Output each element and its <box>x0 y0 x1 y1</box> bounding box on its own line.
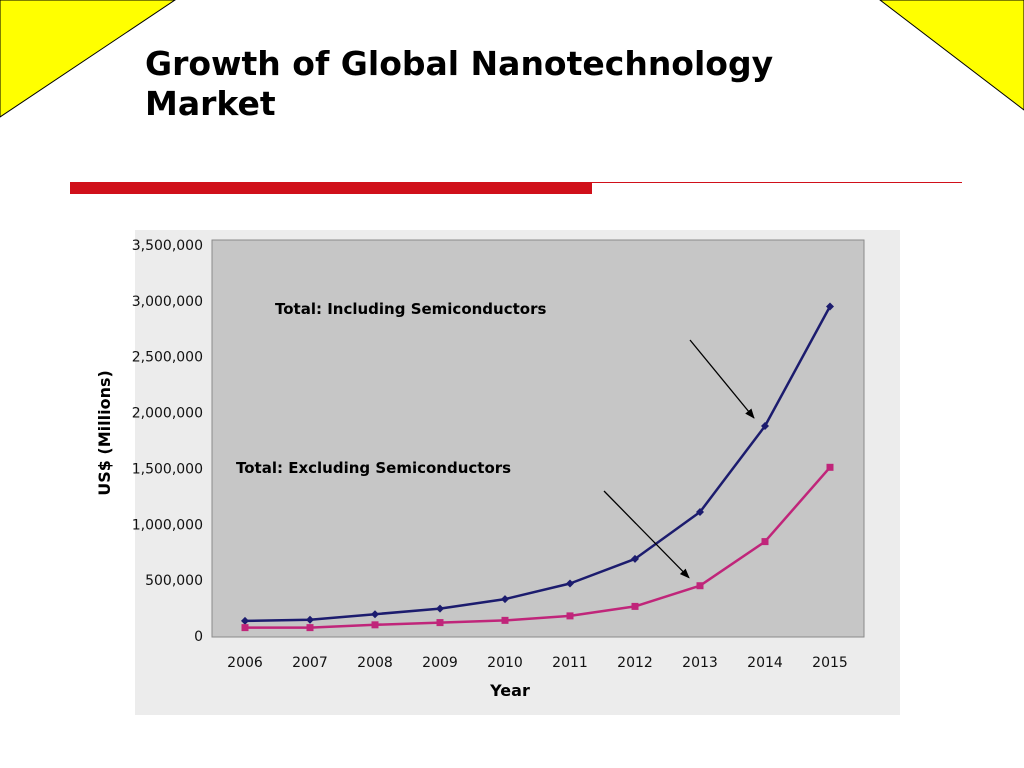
series-line <box>244 305 832 623</box>
data-point-marker <box>501 595 509 604</box>
data-point-marker <box>566 579 574 588</box>
x-tick-label: 2014 <box>747 655 783 671</box>
x-axis-ticks: 2006 2007 2008 2009 2010 2011 2012 2013 2014 2015 <box>227 655 848 671</box>
data-point-marker <box>241 616 249 625</box>
x-tick-label: 2013 <box>682 655 718 671</box>
x-tick-label: 2009 <box>422 655 458 671</box>
data-point-marker <box>761 538 769 546</box>
data-point-marker <box>436 619 444 627</box>
y-tick-label: 0 <box>194 629 203 645</box>
y-tick-label: 1,500,000 <box>132 461 203 477</box>
data-point-marker <box>436 604 444 613</box>
data-point-marker <box>631 554 639 563</box>
slide-title: Growth of Global Nanotechnology Market <box>145 44 774 123</box>
data-point-marker <box>241 624 249 632</box>
data-point-marker <box>371 621 379 629</box>
y-axis-title: US$ (Millions) <box>95 370 114 496</box>
data-point-marker <box>696 507 704 516</box>
corner-triangle-left-shape <box>0 0 176 118</box>
data-point-marker <box>696 582 704 590</box>
y-tick-label: 3,000,000 <box>132 294 203 310</box>
corner-triangle-right <box>879 0 1024 111</box>
x-tick-label: 2012 <box>617 655 653 671</box>
corner-triangle-left <box>0 0 176 118</box>
x-axis-title: Year <box>489 681 530 700</box>
series-layer <box>241 302 834 632</box>
data-point-marker <box>501 616 509 624</box>
data-point-marker <box>761 421 769 430</box>
data-point-marker <box>306 624 314 632</box>
x-tick-label: 2006 <box>227 655 263 671</box>
y-tick-label: 3,500,000 <box>132 238 203 254</box>
annotation-arrow <box>603 490 690 579</box>
x-tick-label: 2015 <box>812 655 848 671</box>
data-point-marker <box>566 612 574 620</box>
annotation-arrow <box>689 339 755 419</box>
y-axis-ticks: 0 500,000 1,000,000 1,500,000 2,000,000 2,500… <box>132 238 203 645</box>
y-tick-label: 2,000,000 <box>132 406 203 422</box>
y-tick-label: 2,500,000 <box>132 350 203 366</box>
data-point-marker <box>371 610 379 619</box>
data-point-marker <box>826 463 834 471</box>
data-point-marker <box>306 615 314 624</box>
x-tick-label: 2010 <box>487 655 523 671</box>
series-line <box>245 466 831 629</box>
x-tick-label: 2007 <box>292 655 328 671</box>
x-tick-label: 2008 <box>357 655 393 671</box>
title-underline-thick <box>70 182 592 194</box>
y-tick-label: 1,000,000 <box>132 517 203 533</box>
corner-triangle-right-shape <box>879 0 1024 111</box>
annotation-label: Total: Including Semiconductors <box>275 300 546 318</box>
y-tick-label: 500,000 <box>145 573 203 589</box>
x-tick-label: 2011 <box>552 655 588 671</box>
annotation-label: Total: Excluding Semiconductors <box>236 459 511 477</box>
data-point-marker <box>826 302 834 311</box>
data-point-marker <box>631 602 639 610</box>
title-underline-thin <box>592 182 962 183</box>
annotation-layer: Total: Including Semiconductors Total: Ex… <box>236 300 755 579</box>
